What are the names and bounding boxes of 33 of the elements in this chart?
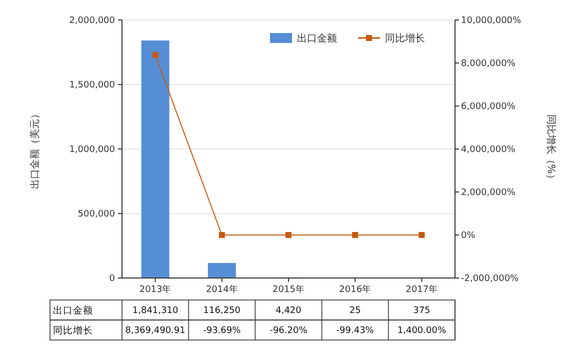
y2-axis-title: 同比增长（%） [545, 114, 557, 184]
y-tick-label: 1,000,000 [69, 145, 116, 156]
legend-label: 同比增长 [385, 32, 425, 44]
data-label: 4,420 [276, 306, 302, 316]
x-tick-label: 2013年 [139, 284, 172, 295]
y2-tick-label: 8,000,000% [461, 59, 516, 70]
data-label: 375 [413, 306, 430, 316]
data-label: 8,369,490.91 [125, 326, 186, 336]
y-axis-title: 出口金额（美元） [29, 109, 41, 189]
text: 出口金额 [53, 305, 93, 316]
x-tick-label: 2015年 [272, 284, 304, 295]
y2-tick-label: 10,000,000% [461, 16, 522, 26]
legend-label: 出口金额 [297, 32, 337, 44]
data-label: -99.43% [336, 326, 374, 336]
data-label: 25 [349, 306, 361, 316]
x-tick-label: 2014年 [206, 284, 238, 295]
y-tick-label: 1,500,000 [69, 80, 116, 91]
y2-tick-label: 0% [461, 231, 476, 242]
data-label: 1,400.00% [397, 326, 446, 336]
y-tick-label: 0 [109, 274, 116, 284]
y2-tick-label: 2,000,000% [461, 188, 516, 198]
y2-tick-label: -2,000,000% [461, 274, 520, 284]
data-label: -93.69% [203, 326, 242, 336]
x-tick-label: 2016年 [339, 284, 372, 295]
y2-tick-label: 4,000,000% [461, 145, 516, 156]
y2-tick-label: 6,000,000% [461, 102, 516, 112]
data-label: 116,250 [203, 306, 241, 316]
x-tick-label: 2017年 [406, 284, 438, 295]
y-tick-label: 2,000,000 [69, 16, 116, 26]
data-label: -96.20% [270, 326, 308, 336]
y-tick-label: 500,000 [78, 210, 116, 220]
data-label: 1,841,310 [132, 306, 178, 316]
text: 同比增长 [53, 325, 93, 336]
